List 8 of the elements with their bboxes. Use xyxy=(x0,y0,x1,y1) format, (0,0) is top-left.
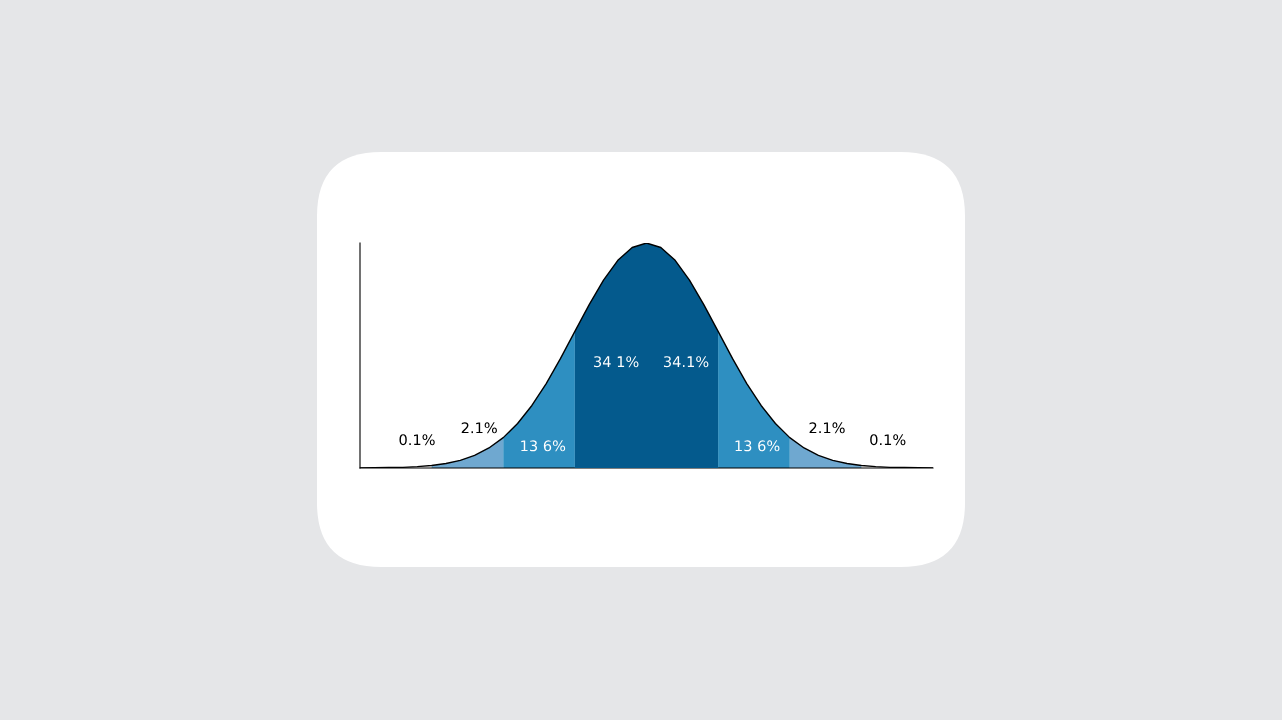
annotation: 0.1% xyxy=(870,434,906,446)
annotation: 2.1% xyxy=(809,422,845,434)
annotation: 34 1% xyxy=(594,356,639,368)
annotation: 13 6% xyxy=(521,440,566,452)
annotation: 34.1% xyxy=(663,356,709,368)
annotation: 13 6% xyxy=(735,440,780,452)
annotation: 2.1% xyxy=(461,422,497,434)
annotation: 0.1% xyxy=(399,434,435,446)
